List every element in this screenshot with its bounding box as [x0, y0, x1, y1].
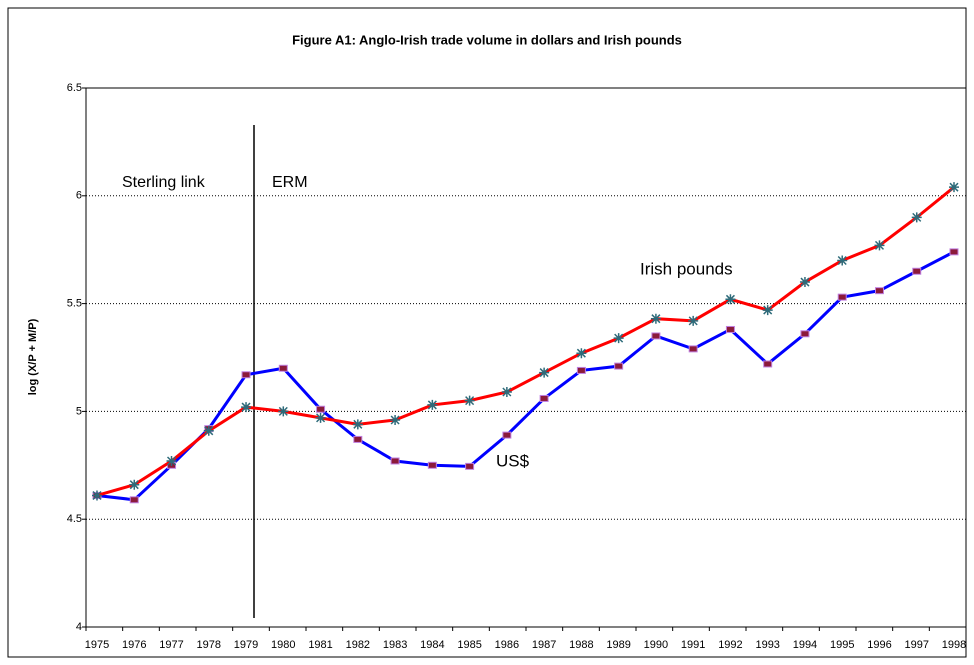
- marker: [800, 330, 810, 338]
- marker: [911, 212, 922, 223]
- y-axis-label: log (X/P + M/P): [27, 318, 39, 395]
- x-tick-label: 1998: [942, 639, 966, 651]
- marker: [949, 248, 959, 256]
- series-line: [96, 186, 955, 497]
- marker: [241, 371, 251, 379]
- marker: [166, 455, 177, 466]
- marker: [539, 394, 549, 402]
- x-tick-label: 1982: [346, 639, 370, 651]
- x-tick-label: 1990: [644, 639, 668, 651]
- marker: [465, 462, 475, 470]
- y-tick-label: 6.5: [67, 82, 82, 94]
- marker: [874, 287, 884, 295]
- x-tick-label: 1987: [532, 639, 556, 651]
- x-tick-label: 1983: [383, 639, 407, 651]
- annotation: ERM: [272, 174, 308, 191]
- x-tick-label: 1996: [867, 639, 891, 651]
- marker: [427, 461, 437, 469]
- marker: [688, 345, 698, 353]
- marker: [762, 305, 773, 316]
- x-tick-label: 1981: [308, 639, 332, 651]
- marker: [315, 412, 326, 423]
- marker: [949, 182, 959, 193]
- marker: [353, 435, 363, 443]
- marker: [502, 431, 512, 439]
- x-tick-label: 1980: [271, 639, 295, 651]
- x-tick-label: 1975: [85, 639, 109, 651]
- x-tick-label: 1984: [420, 639, 444, 651]
- y-tick-label: 5.5: [67, 298, 82, 310]
- marker: [501, 386, 512, 397]
- x-tick-label: 1977: [159, 639, 183, 651]
- x-tick-label: 1976: [122, 639, 146, 651]
- marker: [390, 457, 400, 465]
- x-tick-label: 1991: [681, 639, 705, 651]
- marker: [92, 490, 102, 501]
- marker: [464, 395, 475, 406]
- marker: [799, 277, 810, 288]
- x-tick-label: 1988: [569, 639, 593, 651]
- marker: [651, 332, 661, 340]
- x-tick-label: 1979: [234, 639, 258, 651]
- y-tick-label: 6: [76, 190, 82, 202]
- marker: [278, 364, 288, 372]
- marker: [912, 267, 922, 275]
- x-tick-label: 1995: [830, 639, 854, 651]
- marker: [352, 419, 363, 430]
- marker: [688, 315, 699, 326]
- x-tick-label: 1994: [793, 639, 817, 651]
- x-tick-label: 1978: [197, 639, 221, 651]
- chart-frame: [7, 7, 967, 658]
- marker: [837, 293, 847, 301]
- marker: [129, 479, 140, 490]
- y-tick-label: 4: [76, 621, 82, 633]
- marker: [129, 496, 139, 504]
- y-tick-label: 4.5: [67, 513, 82, 525]
- marker: [613, 333, 624, 344]
- series-line: [96, 250, 955, 502]
- series-label: US$: [496, 451, 530, 470]
- chart-title: Figure A1: Anglo-Irish trade volume in d…: [292, 32, 682, 47]
- marker: [725, 325, 735, 333]
- marker: [316, 405, 326, 413]
- x-tick-label: 1985: [457, 639, 481, 651]
- marker: [241, 402, 252, 413]
- x-tick-label: 1992: [718, 639, 742, 651]
- marker: [427, 399, 438, 410]
- marker: [874, 240, 885, 251]
- x-tick-label: 1989: [606, 639, 630, 651]
- x-tick-label: 1993: [755, 639, 779, 651]
- marker: [763, 360, 773, 368]
- marker: [390, 415, 401, 426]
- series-label: Irish pounds: [640, 259, 733, 278]
- marker: [539, 367, 550, 378]
- marker: [614, 362, 624, 370]
- x-tick-label: 1997: [904, 639, 928, 651]
- marker: [203, 425, 214, 436]
- annotation: Sterling link: [122, 174, 206, 191]
- marker: [837, 255, 848, 266]
- marker: [725, 294, 736, 305]
- marker: [576, 348, 587, 359]
- marker: [650, 313, 661, 324]
- y-tick-label: 5: [76, 405, 82, 417]
- marker: [278, 406, 289, 417]
- marker: [576, 366, 586, 374]
- x-tick-label: 1986: [495, 639, 519, 651]
